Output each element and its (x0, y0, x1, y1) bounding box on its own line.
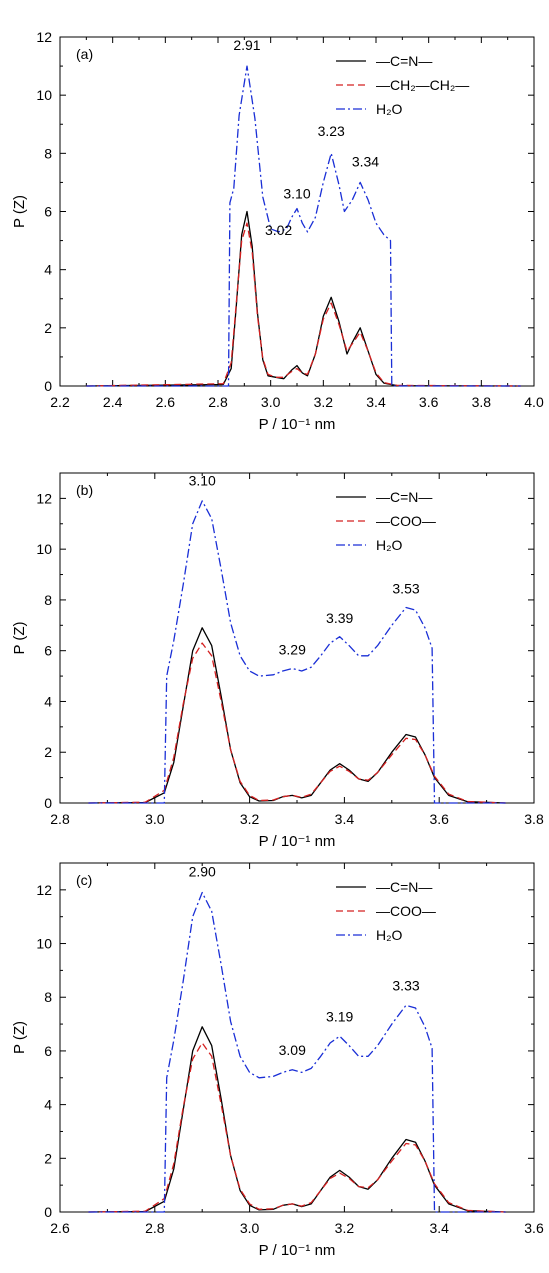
x-tick-label: 3.0 (261, 394, 281, 410)
x-tick-label: 2.2 (50, 394, 70, 410)
legend-label: H₂O (376, 927, 403, 943)
series-line-solid (88, 627, 506, 804)
y-axis-title: P (Z) (11, 621, 28, 654)
legend-label: —COO— (376, 513, 436, 529)
x-axis-title: P / 10⁻¹ nm (259, 1242, 336, 1259)
y-tick-label: 10 (36, 936, 52, 952)
y-tick-label: 0 (44, 795, 52, 811)
legend-label: —C=N— (376, 53, 432, 69)
y-tick-label: 12 (36, 882, 52, 898)
y-tick-label: 10 (36, 541, 52, 557)
x-tick-label: 2.6 (50, 1220, 70, 1236)
plot-frame (59, 472, 535, 804)
legend-label: —CH₂—CH₂— (376, 77, 469, 93)
y-tick-label: 4 (44, 262, 52, 278)
y-axis-title: P (Z) (11, 195, 28, 228)
series-line-dash-dot (88, 891, 506, 1213)
panel-b: 2.8 3.0 3.2 3.4 3.6 3.8 0 2 4 6 8 10 12 P / 10⁻¹ nm P … (11, 472, 544, 850)
x-tick-label: 2.6 (156, 394, 176, 410)
peak-label: 3.39 (326, 610, 353, 626)
series-line-dash-dot (88, 500, 506, 804)
peak-label: 3.34 (352, 153, 379, 169)
panel-c: 2.6 2.8 3.0 3.2 3.4 3.6 0 2 4 6 8 10 12 P / 10⁻¹ nm P … (11, 862, 544, 1259)
series-line-dashed (88, 1042, 506, 1213)
series-line-solid (86, 210, 521, 387)
peak-label: 3.53 (392, 581, 419, 597)
y-tick-label: 8 (44, 592, 52, 608)
x-tick-label: 4.0 (524, 394, 544, 410)
legend-label: —C=N— (376, 879, 432, 895)
x-tick-label: 3.2 (335, 1220, 355, 1236)
y-tick-label: 4 (44, 1097, 52, 1113)
legend-label: H₂O (376, 101, 403, 117)
y-tick-label: 0 (44, 1204, 52, 1220)
peak-label: 3.10 (283, 185, 310, 201)
y-tick-label: 4 (44, 693, 52, 709)
y-tick-label: 6 (44, 643, 52, 659)
panel-a: 2.2 2.4 2.6 2.8 3.0 3.2 3.4 3.6 3.8 4.0 0 2 4 6 8 10 12 P… (11, 29, 544, 433)
x-tick-label: 3.8 (472, 394, 492, 410)
x-tick-label: 3.4 (335, 811, 355, 827)
x-tick-label: 3.2 (240, 811, 260, 827)
y-tick-label: 2 (44, 320, 52, 336)
legend-label: —COO— (376, 903, 436, 919)
peak-label: 3.23 (318, 123, 345, 139)
y-tick-label: 12 (36, 29, 52, 45)
legend-label: H₂O (376, 537, 403, 553)
y-tick-label: 6 (44, 1043, 52, 1059)
series-line-dashed (88, 642, 506, 804)
series-line-dash-dot (86, 65, 521, 387)
plot-frame (59, 862, 535, 1213)
y-tick-label: 8 (44, 989, 52, 1005)
x-tick-label: 3.0 (145, 811, 165, 827)
y-tick-label: 2 (44, 744, 52, 760)
peak-label: 3.19 (326, 1008, 353, 1024)
legend-label: —C=N— (376, 489, 432, 505)
peak-label: 2.90 (189, 863, 216, 879)
x-tick-label: 3.4 (429, 1220, 449, 1236)
x-tick-label: 3.0 (240, 1220, 260, 1236)
y-axis-title: P (Z) (11, 1021, 28, 1054)
y-tick-label: 2 (44, 1150, 52, 1166)
x-tick-label: 3.6 (429, 811, 449, 827)
x-tick-label: 3.6 (419, 394, 439, 410)
y-tick-label: 10 (36, 87, 52, 103)
x-tick-label: 3.6 (524, 1220, 544, 1236)
peak-label: 2.91 (233, 37, 260, 53)
y-tick-label: 0 (44, 378, 52, 394)
x-axis-title: P / 10⁻¹ nm (259, 833, 336, 850)
y-tick-label: 8 (44, 145, 52, 161)
x-tick-label: 3.4 (366, 394, 386, 410)
y-tick-label: 6 (44, 204, 52, 220)
x-tick-label: 2.8 (50, 811, 70, 827)
series-line-dashed (86, 222, 521, 387)
peak-label: 3.09 (279, 1042, 306, 1058)
x-tick-label: 2.4 (103, 394, 123, 410)
panel-label: (a) (76, 46, 93, 62)
peak-label: 3.29 (279, 642, 306, 658)
peak-label: 3.33 (392, 978, 419, 994)
peak-label: 3.10 (189, 473, 216, 489)
y-tick-label: 12 (36, 490, 52, 506)
x-tick-label: 2.8 (208, 394, 228, 410)
x-tick-label: 3.2 (314, 394, 334, 410)
x-axis-title: P / 10⁻¹ nm (259, 416, 336, 433)
peak-label: 3.02 (265, 222, 292, 238)
panel-label: (b) (76, 482, 93, 498)
panel-label: (c) (76, 872, 92, 888)
x-tick-label: 2.8 (145, 1220, 165, 1236)
x-tick-label: 3.8 (524, 811, 544, 827)
